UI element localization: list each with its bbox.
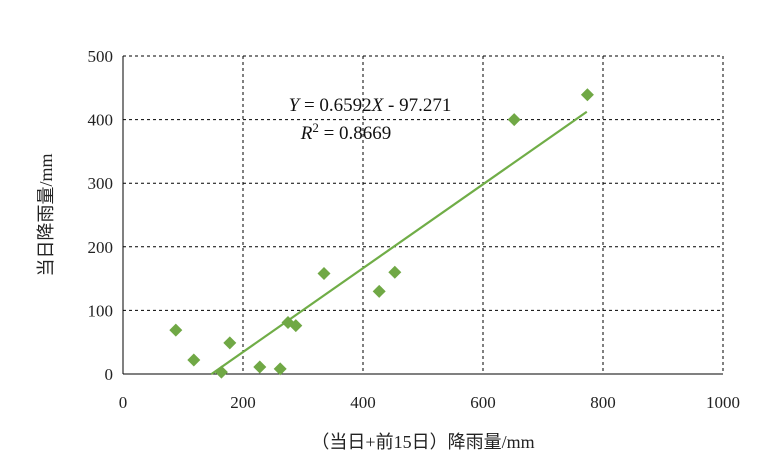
data-point: [289, 319, 303, 333]
x-tick-label: 200: [230, 393, 256, 412]
x-tick-label: 800: [590, 393, 616, 412]
y-tick-label: 300: [88, 174, 114, 193]
data-point: [214, 365, 228, 379]
grid-lines: [123, 55, 724, 374]
y-tick-label: 500: [88, 47, 114, 66]
trendline-equation: Y = 0.6592X - 97.271: [289, 95, 452, 116]
x-tick-label: 1000: [706, 393, 740, 412]
y-tick-label: 0: [105, 365, 114, 384]
data-point: [187, 353, 201, 367]
data-point: [388, 265, 402, 279]
data-points: [169, 88, 594, 379]
x-tick-label: 0: [119, 393, 128, 412]
y-axis-title: 当日降雨量/mm: [36, 153, 56, 276]
data-point: [253, 360, 267, 374]
y-tick-label: 400: [88, 111, 114, 130]
tick-labels: 0 200 400 600 800 1000 0 100 200 300 400 500: [88, 47, 741, 412]
data-point: [372, 284, 386, 298]
data-point: [273, 362, 287, 376]
data-point: [507, 113, 521, 127]
trendline-r2: R2 = 0.8669: [300, 120, 392, 144]
x-tick-label: 600: [470, 393, 496, 412]
data-point: [223, 336, 237, 350]
data-point: [580, 88, 594, 102]
y-tick-label: 200: [88, 238, 114, 257]
data-point: [317, 267, 331, 281]
trendline-group: [210, 110, 588, 376]
x-axis-title: （当日+前15日）降雨量/mm: [311, 432, 534, 452]
x-tick-label: 400: [350, 393, 376, 412]
data-point: [169, 323, 183, 337]
trendline: [210, 110, 588, 376]
y-tick-label: 100: [88, 301, 114, 320]
